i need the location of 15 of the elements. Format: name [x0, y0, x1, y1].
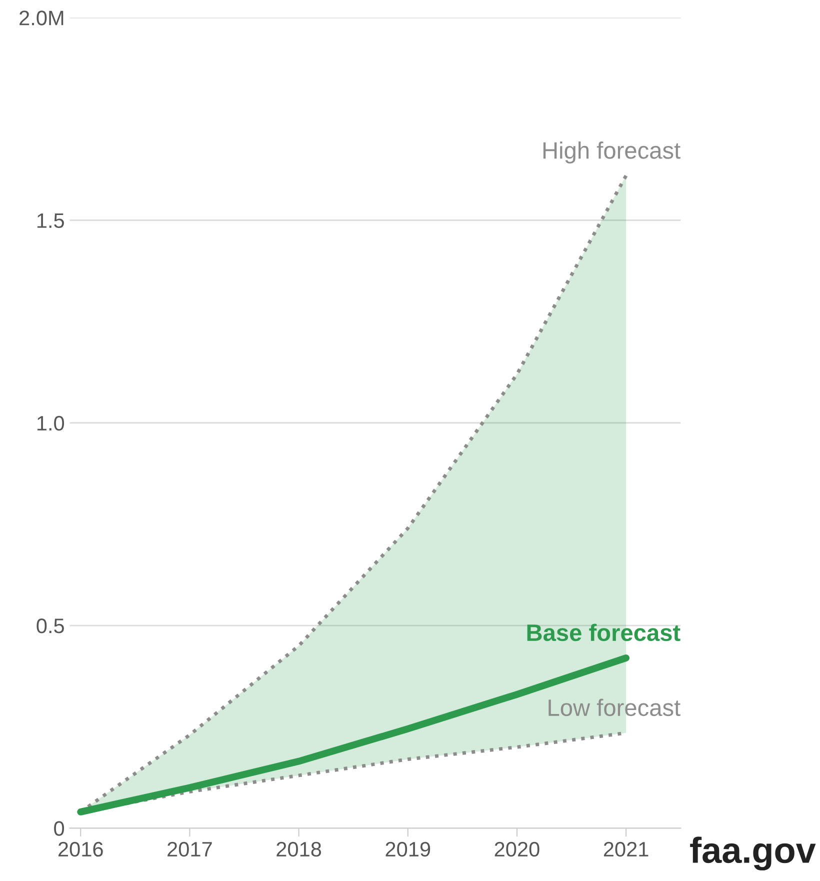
y-tick-label: 1.0 — [37, 416, 64, 431]
x-tick-label: 2017 — [168, 842, 212, 857]
series-label: High forecast — [543, 142, 680, 164]
y-tick-label: 0.5 — [36, 618, 64, 634]
text: faa.gov — [690, 836, 816, 870]
x-tick-label: 2018 — [276, 842, 322, 857]
x-tick-label: 2016 — [58, 842, 103, 857]
series-label: Low forecast — [548, 698, 680, 716]
x-tick-label: 2019 — [386, 842, 430, 857]
y-tick-label: 2.0M — [20, 10, 64, 26]
series-label: Base forecast — [527, 624, 680, 642]
x-tick-label: 2021 — [604, 842, 648, 857]
y-tick-label: 0 — [54, 821, 64, 836]
y-tick-label: 1.5 — [37, 213, 64, 228]
x-tick-label: 2020 — [494, 842, 540, 857]
